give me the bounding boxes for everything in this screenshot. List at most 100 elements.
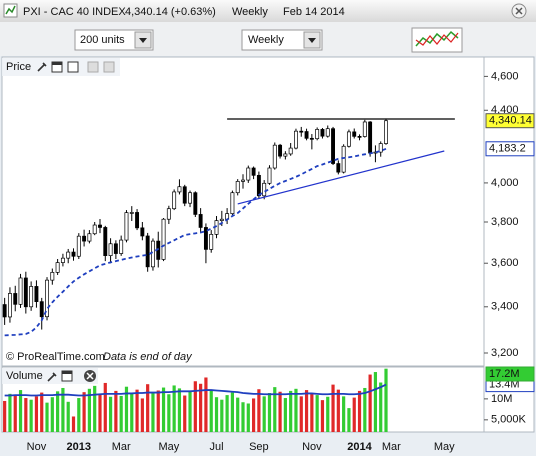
volume-bar bbox=[209, 390, 213, 432]
volume-bar bbox=[146, 384, 150, 432]
volume-bar bbox=[8, 393, 12, 432]
x-tick-label: 2014 bbox=[347, 441, 372, 453]
y-tick-label: 3,600 bbox=[491, 257, 519, 269]
candle-body bbox=[23, 277, 28, 308]
value-label-box bbox=[485, 366, 535, 382]
candle-body bbox=[140, 227, 145, 237]
volume-bar bbox=[230, 392, 235, 432]
volume-bar bbox=[304, 390, 309, 432]
volume-bar bbox=[331, 384, 335, 432]
volume-bar bbox=[183, 395, 187, 432]
date: Feb 14 2014 bbox=[283, 6, 345, 18]
volume-bar bbox=[98, 394, 102, 432]
candle-body bbox=[71, 251, 76, 257]
volume-bar bbox=[34, 396, 39, 432]
candle-body bbox=[246, 167, 251, 181]
price-panel-tools[interactable] bbox=[37, 61, 115, 73]
volume-bar bbox=[151, 393, 155, 432]
candle-body bbox=[272, 144, 277, 169]
volume-bar bbox=[161, 387, 166, 432]
candle-body bbox=[166, 208, 171, 220]
candle-body bbox=[60, 257, 65, 263]
volume-bar bbox=[267, 393, 272, 432]
candle-body bbox=[177, 186, 182, 193]
average-line bbox=[4, 383, 387, 397]
price-panel bbox=[1, 56, 485, 367]
candle-body bbox=[320, 129, 325, 137]
candle-body bbox=[198, 214, 203, 228]
candle-body bbox=[299, 130, 304, 133]
units-value: 200 units bbox=[80, 34, 125, 46]
candle-body bbox=[45, 279, 49, 318]
volume-bar bbox=[177, 388, 182, 432]
candle-body bbox=[346, 131, 351, 147]
title-bar bbox=[0, 0, 536, 22]
candle-body bbox=[66, 251, 71, 259]
volume-bar bbox=[188, 391, 192, 432]
x-tick-label: 2013 bbox=[67, 441, 91, 453]
volume-bar bbox=[93, 385, 97, 432]
volume-bar bbox=[246, 403, 250, 432]
candle-body bbox=[368, 121, 373, 154]
candle-body bbox=[124, 212, 129, 241]
x-tick-label: Jul bbox=[209, 441, 223, 453]
period-dropdown[interactable] bbox=[241, 29, 323, 51]
candle-body bbox=[278, 144, 283, 157]
volume-bar bbox=[66, 401, 70, 432]
candle-body bbox=[256, 174, 261, 197]
candle-body bbox=[34, 286, 39, 303]
volume-bar bbox=[315, 395, 319, 432]
x-tick-label: Nov bbox=[302, 441, 322, 453]
candle-body bbox=[203, 227, 208, 250]
volume-bar bbox=[299, 396, 303, 432]
x-tick-label: May bbox=[158, 441, 179, 453]
volume-bar bbox=[262, 396, 266, 432]
y-tick-label: 3,200 bbox=[491, 347, 519, 359]
candle-body bbox=[331, 128, 335, 164]
candle-body bbox=[135, 212, 140, 229]
candle-body bbox=[87, 233, 92, 242]
candle-body bbox=[188, 192, 192, 204]
candle-body bbox=[325, 128, 330, 137]
chart-style-button[interactable] bbox=[411, 27, 463, 53]
x-tick-label: Mar bbox=[382, 441, 401, 453]
candle-body bbox=[82, 235, 87, 242]
candle-body bbox=[230, 192, 235, 214]
volume-bar bbox=[24, 398, 28, 432]
volume-bar bbox=[368, 374, 372, 432]
candle-body bbox=[219, 218, 224, 221]
volume-bar bbox=[156, 390, 160, 432]
candle-body bbox=[294, 130, 298, 149]
candle-body bbox=[262, 182, 267, 197]
value-label-box bbox=[485, 113, 535, 129]
candle-body bbox=[235, 181, 240, 194]
volume-bar bbox=[347, 408, 351, 432]
volume-bar bbox=[61, 387, 65, 432]
volume-bar bbox=[124, 386, 129, 432]
close-button[interactable] bbox=[511, 3, 527, 19]
volume-bar bbox=[204, 377, 208, 432]
volume-bar bbox=[135, 389, 139, 432]
candle-body bbox=[2, 304, 7, 318]
volume-bar bbox=[320, 400, 325, 432]
volume-panel-tools[interactable] bbox=[47, 370, 96, 382]
volume-bar bbox=[119, 395, 123, 432]
x-tick-label: May bbox=[434, 441, 455, 453]
volume-bar bbox=[336, 389, 340, 432]
volume-bar bbox=[236, 397, 240, 432]
volume-bar bbox=[373, 372, 378, 432]
volume-bar bbox=[167, 394, 171, 432]
candle-body bbox=[172, 191, 177, 210]
volume-bar bbox=[225, 395, 229, 432]
candle-body bbox=[193, 192, 198, 215]
price-plot bbox=[2, 118, 455, 337]
volume-bar bbox=[3, 400, 7, 432]
volume-bar bbox=[103, 382, 107, 432]
quote: 4,340.14 (+0.63%) bbox=[125, 6, 216, 18]
volume-bar bbox=[289, 390, 293, 432]
units-dropdown[interactable] bbox=[74, 29, 154, 51]
y-tick-label: 4,600 bbox=[491, 70, 519, 82]
value-label: 13.4M bbox=[489, 379, 520, 391]
volume-bar bbox=[29, 399, 33, 432]
volume-bar bbox=[251, 398, 256, 432]
